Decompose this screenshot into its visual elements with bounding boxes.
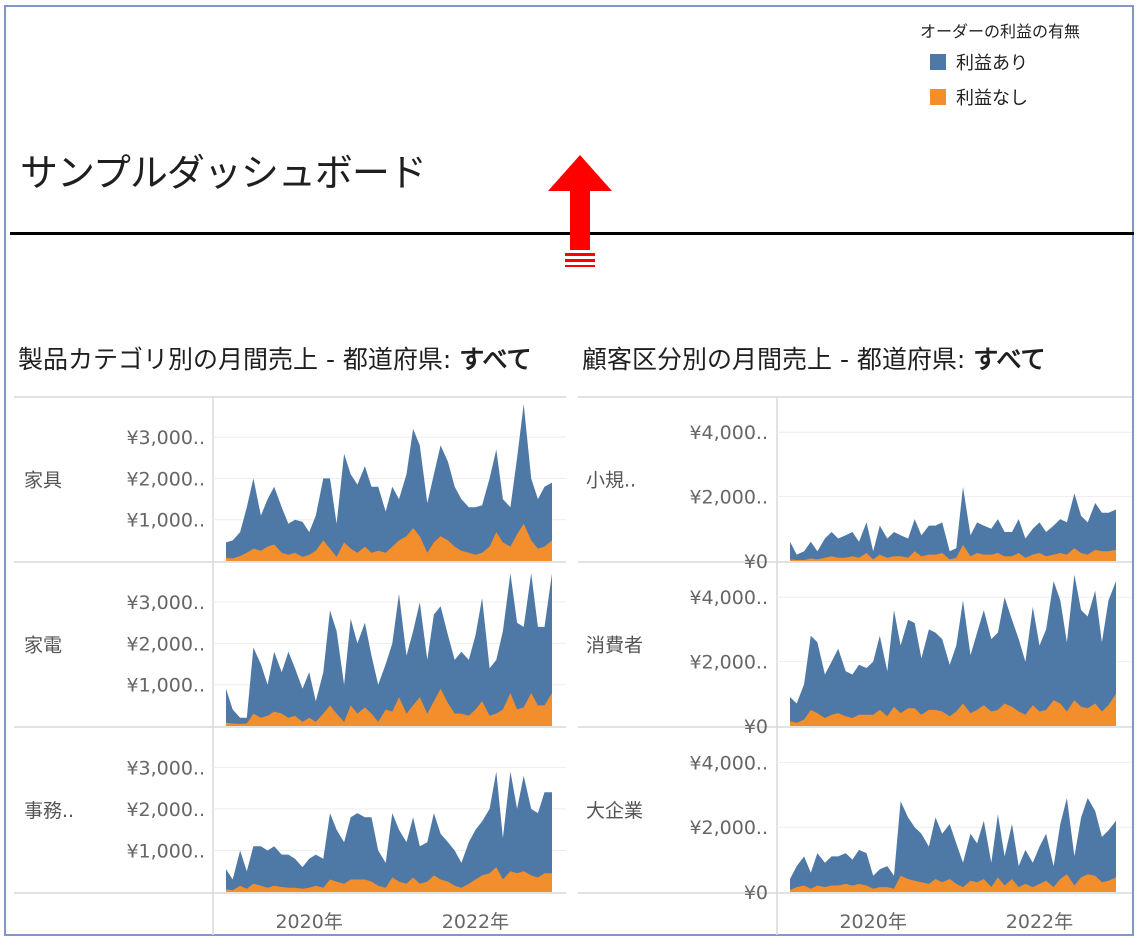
- dashboard-frame: [4, 5, 1134, 936]
- y-tick-label: ¥3,000..: [126, 592, 205, 614]
- facet-label: 小規..: [586, 470, 636, 492]
- legend-swatch-no-profit: [930, 89, 946, 105]
- facet-label: 消費者: [586, 635, 643, 657]
- sheet-title-segment-prefix: 顧客区分別の月間売上 - 都道府県:: [582, 345, 974, 374]
- x-tick-label: 2022年: [442, 911, 509, 933]
- sheet-title-category-value: すべて: [459, 345, 532, 374]
- facet-label: 家電: [24, 635, 62, 657]
- legend-title: オーダーの利益の有無: [920, 22, 1081, 41]
- dashboard-title: サンプルダッシュボード: [20, 151, 427, 195]
- y-tick-label: ¥2,000..: [689, 652, 768, 674]
- y-tick-label: ¥2,000..: [126, 799, 205, 821]
- legend-label-profit: 利益あり: [956, 53, 1028, 74]
- sheet-title-segment-value: すべて: [973, 345, 1046, 374]
- area-series-no-profit: [226, 523, 552, 561]
- legend-label-no-profit: 利益なし: [956, 88, 1028, 109]
- area-series-profit: [790, 574, 1116, 726]
- y-tick-label: ¥3,000..: [126, 757, 205, 779]
- y-tick-label: ¥2,000..: [689, 817, 768, 839]
- y-tick-label: ¥1,000..: [126, 675, 205, 697]
- area-series-profit: [226, 404, 552, 561]
- area-series-no-profit: [790, 693, 1116, 726]
- facet-label: 家具: [24, 470, 62, 492]
- y-tick-label: ¥2,000..: [126, 633, 205, 655]
- y-tick-label: ¥0: [744, 716, 768, 738]
- legend: オーダーの利益の有無 利益あり 利益なし: [920, 18, 1080, 119]
- area-series-no-profit: [790, 874, 1116, 892]
- area-series-no-profit: [226, 867, 552, 892]
- sheet-title-segment: 顧客区分別の月間売上 - 都道府県: すべて: [582, 340, 1046, 376]
- y-tick-label: ¥2,000..: [689, 487, 768, 509]
- y-tick-label: ¥4,000..: [689, 422, 768, 444]
- y-tick-label: ¥4,000..: [689, 587, 768, 609]
- legend-swatch-profit: [930, 54, 946, 70]
- area-series-no-profit: [790, 544, 1116, 561]
- up-arrow-icon: [548, 155, 612, 267]
- sheet-title-category-prefix: 製品カテゴリ別の月間売上 - 都道府県:: [18, 345, 460, 374]
- x-tick-label: 2022年: [1006, 911, 1073, 933]
- y-tick-label: ¥0: [744, 882, 768, 904]
- y-tick-label: ¥0: [744, 551, 768, 573]
- legend-item-no-profit[interactable]: 利益なし: [930, 84, 1080, 110]
- y-tick-label: ¥3,000..: [126, 427, 205, 449]
- facet-label: 大企業: [586, 800, 643, 822]
- sheet-title-category: 製品カテゴリ別の月間売上 - 都道府県: すべて: [18, 340, 532, 376]
- area-series-profit: [226, 771, 552, 892]
- y-tick-label: ¥1,000..: [126, 510, 205, 532]
- facet-label: 事務..: [24, 800, 74, 822]
- y-tick-label: ¥4,000..: [689, 752, 768, 774]
- area-series-no-profit: [226, 688, 552, 726]
- y-tick-label: ¥2,000..: [126, 468, 205, 490]
- x-tick-label: 2020年: [275, 911, 342, 933]
- area-series-profit: [790, 486, 1116, 561]
- legend-item-profit[interactable]: 利益あり: [930, 49, 1080, 75]
- x-tick-label: 2020年: [839, 911, 906, 933]
- y-tick-label: ¥1,000..: [126, 840, 205, 862]
- area-series-profit: [790, 798, 1116, 892]
- area-series-profit: [226, 573, 552, 726]
